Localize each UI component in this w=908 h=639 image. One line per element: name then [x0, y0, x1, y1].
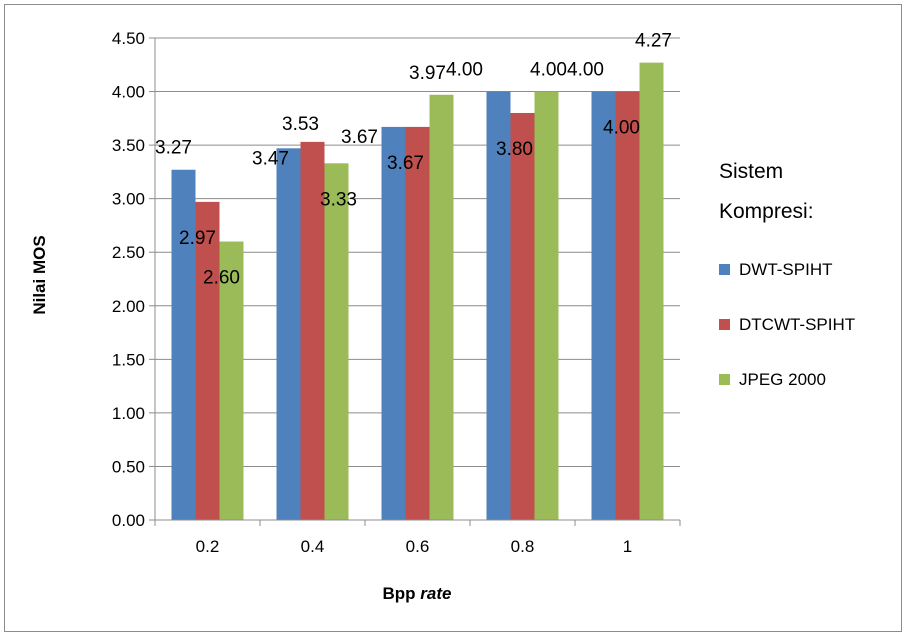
bar	[219, 241, 244, 520]
legend-label: DWT-SPIHT	[739, 260, 833, 279]
x-tick-label: 0.4	[301, 537, 325, 556]
legend-title-line1: Sistem	[719, 160, 783, 183]
data-label: 3.80	[496, 139, 533, 160]
legend-items: DWT-SPIHT DTCWT-SPIHT JPEG 2000	[719, 260, 855, 389]
y-axis-title: Nilai MOS	[30, 235, 49, 314]
x-axis-title: Bpp rate	[383, 584, 452, 603]
x-tick-label: 0.6	[406, 537, 430, 556]
bar	[324, 163, 349, 520]
bar	[405, 126, 430, 520]
x-tick-labels: 0.2 0.4 0.6 0.8 1	[196, 537, 633, 556]
data-label: 3.33	[320, 189, 357, 210]
y-tick-label: 4.00	[112, 83, 145, 102]
x-axis-title-italic: rate	[420, 584, 451, 603]
bar	[381, 126, 406, 520]
bar	[510, 112, 535, 520]
bar-chart: 0.00 0.50 1.00 1.50 2.00 2.50 3.00 3.50 4.00 4.50…	[30, 29, 855, 603]
x-axis-title-main: Bpp	[383, 584, 421, 603]
bar	[171, 169, 196, 520]
y-tick-label: 0.00	[112, 511, 145, 530]
bar	[276, 148, 301, 520]
legend-swatch	[719, 374, 730, 385]
y-tick-label: 1.50	[112, 350, 145, 369]
legend: Sistem Kompresi: DWT-SPIHT DTCWT-SPIHT JPE…	[719, 160, 855, 389]
data-label: 3.67	[341, 127, 378, 148]
data-label: 2.97	[179, 228, 216, 249]
bars-group	[171, 62, 664, 521]
bar	[195, 201, 220, 520]
legend-swatch	[719, 264, 730, 275]
data-label: 4.27	[635, 31, 672, 52]
legend-label: DTCWT-SPIHT	[739, 315, 855, 334]
data-label: 4.00	[530, 60, 567, 81]
legend-title-line2: Kompresi:	[719, 200, 814, 223]
bar	[486, 91, 511, 521]
bar	[429, 94, 454, 520]
x-tick-label: 0.2	[196, 537, 220, 556]
legend-swatch	[719, 319, 730, 330]
data-label: 3.97	[409, 63, 446, 84]
data-label: 2.60	[203, 268, 240, 289]
data-label: 4.00	[446, 60, 483, 81]
y-tick-label: 2.00	[112, 297, 145, 316]
chart-frame: 0.00 0.50 1.00 1.50 2.00 2.50 3.00 3.50 4.00 4.50…	[4, 4, 902, 632]
data-label: 3.67	[387, 153, 424, 174]
y-tick-label: 3.50	[112, 136, 145, 155]
y-tick-label: 3.00	[112, 190, 145, 209]
axes	[154, 38, 681, 526]
data-label: 3.53	[282, 114, 319, 135]
bar	[591, 91, 616, 521]
data-label: 4.00	[603, 118, 640, 139]
data-label: 3.47	[252, 148, 289, 169]
legend-label: JPEG 2000	[739, 370, 826, 389]
y-tick-label: 2.50	[112, 243, 145, 262]
bar	[615, 91, 640, 521]
data-label: 3.27	[155, 138, 192, 159]
y-tick-labels: 0.00 0.50 1.00 1.50 2.00 2.50 3.00 3.50 4.00 4.50	[112, 29, 145, 530]
x-tick-label: 0.8	[511, 537, 535, 556]
data-labels: 3.272.972.603.473.533.333.673.673.97 4.00…	[155, 31, 672, 289]
data-label: 4.00	[567, 60, 604, 81]
y-tick-label: 1.00	[112, 404, 145, 423]
y-tick-label: 4.50	[112, 29, 145, 48]
x-tick-label: 1	[623, 537, 632, 556]
bar	[534, 91, 559, 521]
y-tick-label: 0.50	[112, 457, 145, 476]
bar	[300, 141, 325, 521]
bar	[639, 62, 664, 520]
